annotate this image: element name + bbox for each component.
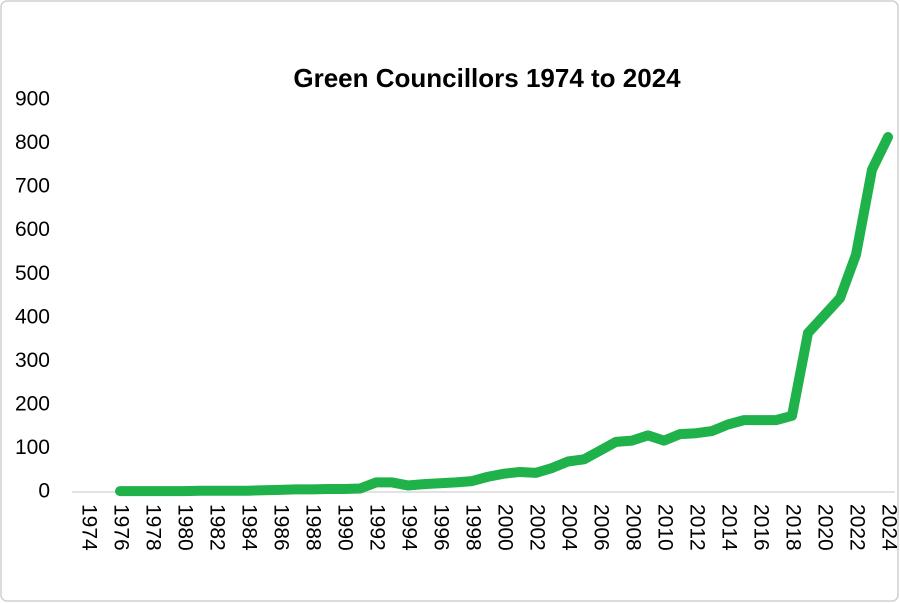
y-tick-label: 0 [38, 480, 50, 503]
y-tick-label: 700 [15, 175, 50, 198]
x-tick-label: 1996 [429, 504, 452, 551]
y-tick-label: 400 [15, 305, 50, 328]
x-tick-label: 1986 [269, 504, 292, 551]
x-tick-label: 1988 [301, 504, 324, 551]
x-tick-label: 2020 [813, 504, 836, 551]
x-tick-label: 2008 [621, 504, 644, 551]
x-tick-label: 1984 [237, 504, 260, 551]
y-tick-label: 300 [15, 349, 50, 372]
x-tick-label: 2004 [557, 504, 580, 551]
y-tick-label: 800 [15, 131, 50, 154]
x-tick-label: 1974 [77, 504, 100, 551]
x-tick-label: 2010 [653, 504, 676, 551]
x-tick-label: 2014 [717, 504, 740, 551]
x-tick-label: 1976 [109, 504, 132, 551]
x-tick-label: 2018 [781, 504, 804, 551]
x-tick-label: 1998 [461, 504, 484, 551]
x-tick-label: 2024 [877, 504, 900, 551]
x-tick-label: 2002 [525, 504, 548, 551]
x-tick-label: 1990 [333, 504, 356, 551]
x-tick-label: 2022 [845, 504, 868, 551]
line [115, 132, 893, 497]
y-tick-label: 200 [15, 392, 50, 415]
y-tick-label: 100 [15, 436, 50, 459]
x-tick-label: 1978 [141, 504, 164, 551]
x-tick-label: 1994 [397, 504, 420, 551]
x-tick-label: 1992 [365, 504, 388, 551]
y-tick-label: 500 [15, 262, 50, 285]
x-tick-label: 2006 [589, 504, 612, 551]
x-tick-label: 2012 [685, 504, 708, 551]
x-tick-label: 2016 [749, 504, 772, 551]
x-tick-label: 1982 [205, 504, 228, 551]
chart-title: Green Councillors 1974 to 2024 [293, 63, 681, 93]
x-tick-label: 1980 [173, 504, 196, 551]
y-tick-label: 900 [15, 88, 50, 111]
x-tick-label: 2000 [493, 504, 516, 551]
y-tick-label: 600 [15, 218, 50, 241]
